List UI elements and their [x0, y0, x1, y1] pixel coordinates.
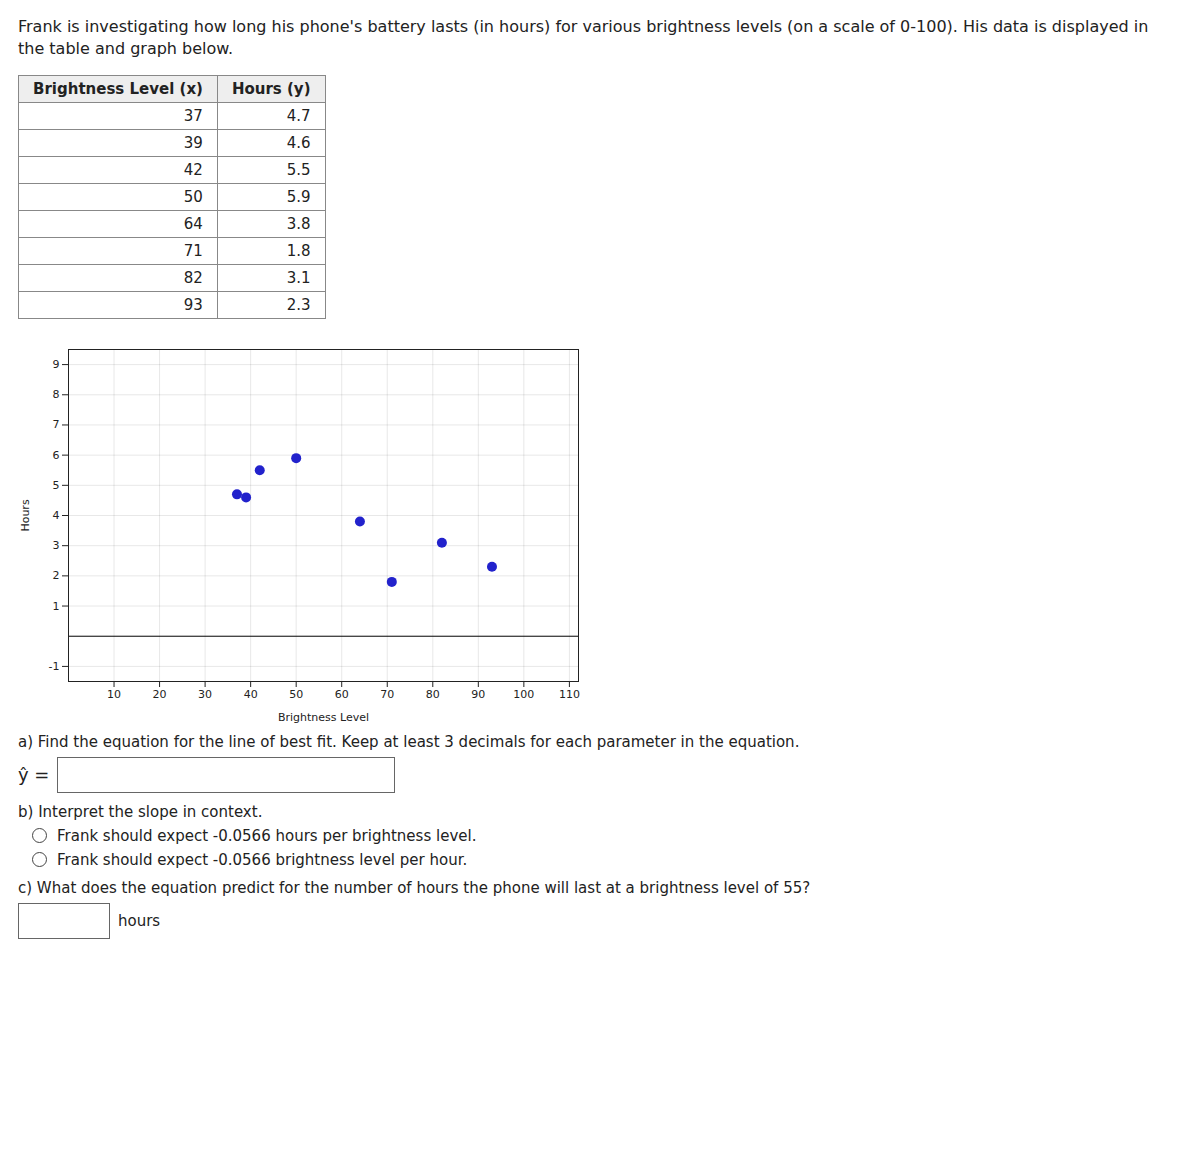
html-text:42: 42	[183, 160, 203, 179]
html-text:50: 50	[183, 187, 203, 206]
svg-text:1: 1	[53, 599, 60, 612]
html-text:39: 39	[183, 133, 203, 152]
svg-text:4: 4	[53, 509, 60, 522]
html-text:3.1: 3.1	[286, 268, 311, 287]
svg-text:Hours: Hours	[19, 499, 32, 531]
html-text:3.8: 3.8	[286, 214, 311, 233]
html-text:93: 93	[183, 295, 203, 314]
html-text:71: 71	[183, 241, 203, 260]
html-text:1.8: 1.8	[286, 241, 311, 260]
html-text:Brightness Level (x): Brightness Level (x)	[33, 79, 203, 98]
svg-text:40: 40	[244, 688, 258, 701]
svg-text:30: 30	[198, 688, 212, 701]
html-text:4.6: 4.6	[286, 133, 311, 152]
html-text:a) Find the equation for the l: a) Find the equation for the line of bes…	[18, 732, 800, 751]
html-text:b) Interpret the slope in cont: b) Interpret the slope in context.	[18, 802, 263, 821]
html-text:Frank should expect -0.0566 br: Frank should expect -0.0566 brightness l…	[57, 850, 468, 869]
html-text:hours: hours	[118, 911, 161, 930]
html-text:4.7: 4.7	[286, 106, 311, 125]
svg-text:90: 90	[471, 688, 485, 701]
svg-text:3: 3	[53, 539, 60, 552]
svg-text:-1: -1	[49, 660, 60, 673]
html-text:82: 82	[183, 268, 203, 287]
svg-text:20: 20	[153, 688, 167, 701]
html-text:ŷ =: ŷ =	[18, 764, 50, 786]
svg-text:9: 9	[53, 358, 60, 371]
svg-text:6: 6	[53, 448, 60, 461]
svg-text:60: 60	[335, 688, 349, 701]
html-text:Frank is investigating how lon: Frank is investigating how long his phon…	[18, 17, 1149, 59]
svg-text:2: 2	[53, 569, 60, 582]
svg-text:8: 8	[53, 388, 60, 401]
svg-text:Brightness Level: Brightness Level	[278, 710, 369, 723]
html-text:2.3: 2.3	[286, 295, 311, 314]
html-text:c) What does the equation pred: c) What does the equation predict for th…	[18, 878, 811, 897]
html-text:37: 37	[183, 106, 203, 125]
svg-text:10: 10	[107, 688, 121, 701]
html-text:64: 64	[183, 214, 203, 233]
svg-text:100: 100	[513, 688, 534, 701]
svg-text:7: 7	[53, 418, 60, 431]
svg-text:70: 70	[380, 688, 394, 701]
html-text:5.5: 5.5	[286, 160, 311, 179]
svg-text:110: 110	[559, 688, 580, 701]
svg-text:80: 80	[426, 688, 440, 701]
html-text:5.9: 5.9	[286, 187, 311, 206]
html-text:Frank should expect -0.0566 ho: Frank should expect -0.0566 hours per br…	[57, 826, 477, 845]
svg-text:5: 5	[53, 479, 60, 492]
html-text:Hours (y): Hours (y)	[231, 79, 311, 98]
svg-text:50: 50	[289, 688, 303, 701]
